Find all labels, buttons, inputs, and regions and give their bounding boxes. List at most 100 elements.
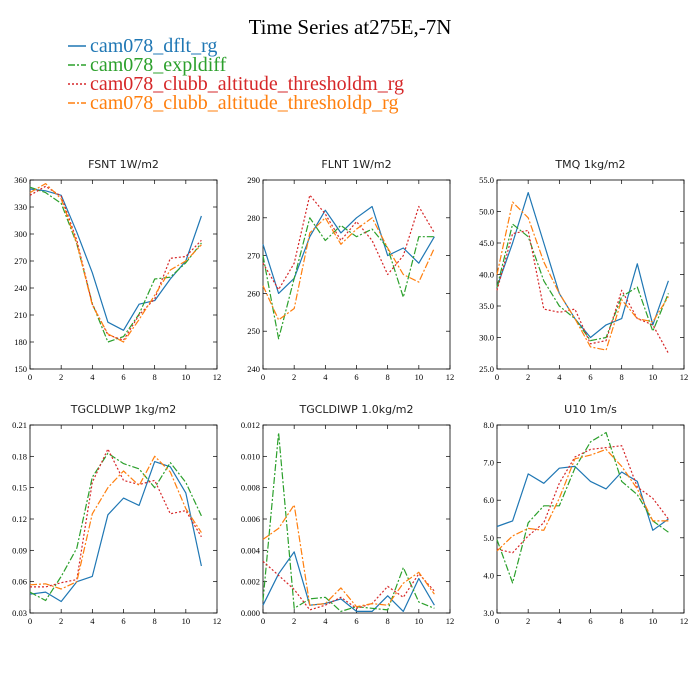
panel-title-0: FSNT 1W/m2	[88, 158, 159, 171]
x-tick-label-0-5: 10	[182, 372, 191, 382]
plot-frame-5	[496, 424, 685, 614]
series-line-3-0	[29, 461, 202, 603]
x-tick-label-5-2: 4	[557, 616, 562, 626]
y-tick-label-5-2: 5.0	[483, 533, 494, 543]
chart-panel-3: TGCLDLWP 1kg/m2 0.03 0.06 0.09 0.12 0.15 0.18 0…	[12, 403, 221, 626]
y-tick-label-2-1: 30.0	[479, 333, 494, 343]
y-tick-label-0-3: 240	[14, 283, 27, 293]
x-tick-label-4-1: 2	[292, 616, 296, 626]
panel-title-2: TMQ 1kg/m2	[554, 158, 625, 171]
y-tick-label-4-0: 0.000	[241, 608, 260, 618]
panel-title-3: TGCLDLWP 1kg/m2	[70, 403, 176, 416]
y-tick-label-2-6: 55.0	[479, 175, 494, 185]
y-tick-label-3-1: 0.06	[12, 577, 27, 587]
x-tick-label-3-0: 0	[28, 616, 32, 626]
x-tick-label-2-1: 2	[526, 372, 530, 382]
y-tick-label-5-1: 4.0	[483, 570, 494, 580]
plot-frame-3	[29, 424, 218, 614]
x-tick-label-2-6: 12	[680, 372, 689, 382]
series-line-1-2	[262, 194, 435, 291]
series-line-0-2	[29, 185, 202, 341]
x-tick-label-4-3: 6	[354, 616, 358, 626]
y-tick-label-4-6: 0.012	[241, 420, 260, 430]
series-line-4-2	[262, 560, 435, 611]
y-tick-label-3-0: 0.03	[12, 608, 27, 618]
y-tick-label-1-5: 290	[247, 175, 260, 185]
x-tick-label-2-2: 4	[557, 372, 562, 382]
y-tick-label-3-3: 0.12	[12, 514, 27, 524]
series-line-5-0	[496, 465, 669, 531]
legend-label-0: cam078_dflt_rg	[90, 35, 217, 57]
y-tick-label-4-2: 0.004	[241, 545, 261, 555]
x-tick-label-0-1: 2	[59, 372, 63, 382]
series-line-0-1	[29, 186, 202, 343]
x-tick-label-4-4: 8	[386, 616, 390, 626]
y-tick-label-3-6: 0.21	[12, 420, 27, 430]
x-tick-label-0-0: 0	[28, 372, 32, 382]
series-line-4-0	[262, 551, 435, 613]
series-line-2-1	[496, 223, 669, 342]
chart-panel-2: TMQ 1kg/m2 25.0 30.0 35.0 40.0 45.0 50.0 55.0 0 2…	[479, 158, 688, 382]
x-tick-label-4-5: 10	[415, 616, 424, 626]
x-tick-label-5-5: 10	[649, 616, 658, 626]
chart-panel-1: FLNT 1W/m2 240 250 260 270 280 290 0 2 4 6 8 10 12	[247, 158, 454, 382]
x-tick-label-1-6: 12	[446, 372, 455, 382]
panel-title-4: TGCLDIWP 1.0kg/m2	[298, 403, 413, 416]
series-line-5-1	[496, 431, 669, 584]
legend: cam078_dflt_rgcam078_expldiffcam078_club…	[68, 35, 404, 114]
y-tick-label-2-0: 25.0	[479, 364, 494, 374]
legend-label-2: cam078_clubb_altitude_thresholdm_rg	[90, 73, 404, 95]
chart-panel-5: U10 1m/s 3.0 4.0 5.0 6.0 7.0 8.0 0 2 4 6 8 10 12	[483, 403, 688, 626]
legend-label-3: cam078_clubb_altitude_thresholdp_rg	[90, 92, 398, 114]
x-tick-label-5-6: 12	[680, 616, 689, 626]
y-tick-label-3-5: 0.18	[12, 451, 27, 461]
x-tick-label-0-3: 6	[121, 372, 125, 382]
y-tick-label-2-4: 45.0	[479, 238, 494, 248]
x-tick-label-0-4: 8	[153, 372, 157, 382]
x-tick-label-1-1: 2	[292, 372, 296, 382]
chart-panel-4: TGCLDIWP 1.0kg/m2 0.000 0.002 0.004 0.006 0.0…	[241, 403, 454, 626]
x-tick-label-0-2: 4	[90, 372, 95, 382]
y-tick-label-1-2: 260	[247, 288, 260, 298]
x-tick-label-2-3: 6	[588, 372, 592, 382]
figure-title: Time Series at275E,-7N	[249, 15, 452, 39]
series-line-2-3	[496, 201, 669, 351]
y-tick-label-0-5: 300	[14, 229, 27, 239]
series-line-3-1	[29, 452, 202, 602]
y-tick-label-4-3: 0.006	[241, 514, 260, 524]
y-tick-label-0-2: 210	[14, 310, 27, 320]
y-tick-label-0-7: 360	[14, 175, 27, 185]
x-tick-label-3-1: 2	[59, 616, 63, 626]
y-tick-label-5-0: 3.0	[483, 608, 494, 618]
y-tick-label-2-3: 40.0	[479, 270, 494, 280]
x-tick-label-3-6: 12	[213, 616, 222, 626]
x-tick-label-5-1: 2	[526, 616, 530, 626]
x-tick-label-4-0: 0	[261, 616, 265, 626]
y-tick-label-4-5: 0.010	[241, 451, 260, 461]
y-tick-label-4-1: 0.002	[241, 577, 260, 587]
series-line-0-3	[29, 183, 202, 343]
x-tick-label-5-0: 0	[495, 616, 499, 626]
x-tick-label-2-0: 0	[495, 372, 499, 382]
series-line-0-0	[29, 188, 202, 331]
series-line-2-2	[496, 229, 669, 354]
series-line-5-2	[496, 445, 669, 554]
y-tick-label-5-3: 6.0	[483, 495, 494, 505]
panel-title-1: FLNT 1W/m2	[321, 158, 391, 171]
y-tick-label-3-2: 0.09	[12, 545, 27, 555]
series-line-2-0	[496, 192, 669, 339]
y-tick-label-0-6: 330	[14, 202, 27, 212]
x-tick-label-4-6: 12	[446, 616, 455, 626]
x-tick-label-1-5: 10	[415, 372, 424, 382]
y-tick-label-0-1: 180	[14, 337, 27, 347]
x-tick-label-3-4: 8	[153, 616, 157, 626]
y-tick-label-1-4: 280	[247, 213, 260, 223]
series-line-4-1	[262, 432, 435, 613]
x-tick-label-3-2: 4	[90, 616, 95, 626]
x-tick-label-4-2: 4	[323, 616, 328, 626]
y-tick-label-4-4: 0.008	[241, 483, 260, 493]
chart-panel-0: FSNT 1W/m2 150 180 210 240 270 300 330 360 0 2 4 6 8 1…	[14, 158, 221, 382]
series-line-1-3	[262, 217, 435, 321]
y-tick-label-5-5: 8.0	[483, 420, 494, 430]
